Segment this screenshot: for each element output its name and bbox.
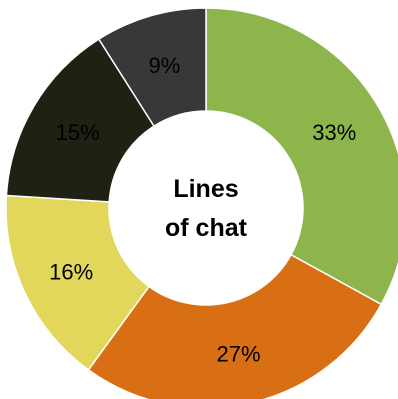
slice-label-5: 9% — [149, 53, 181, 78]
chart-title-line-2: of chat — [165, 214, 248, 242]
slices-group — [5, 7, 398, 399]
donut-hole — [109, 111, 303, 305]
slice-label-1: 33% — [312, 120, 356, 145]
slice-label-3: 16% — [49, 259, 93, 284]
slice-label-2: 27% — [216, 341, 260, 366]
donut-slice-3 — [5, 194, 151, 371]
slice-label-4: 15% — [56, 120, 100, 145]
slice-labels-group: 33% 27% 16% 15% 9% — [49, 53, 356, 366]
chart-title-line-1: Lines — [173, 175, 238, 203]
